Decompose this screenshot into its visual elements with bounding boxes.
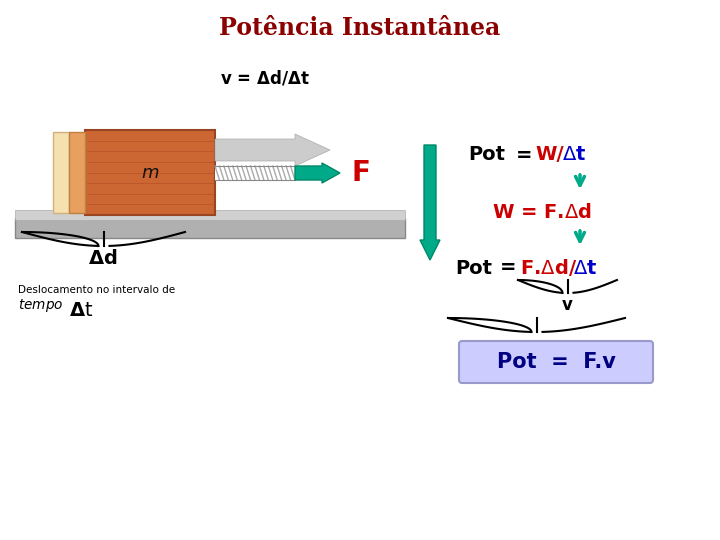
Text: $\bf{\Delta}$d: $\bf{\Delta}$d (89, 248, 117, 267)
Text: Potência Instantânea: Potência Instantânea (220, 16, 500, 40)
Text: $\Delta$t: $\Delta$t (573, 259, 597, 278)
Text: F: F (352, 159, 371, 187)
Bar (85, 130, 215, 215)
FancyArrow shape (420, 145, 440, 260)
Text: Deslocamento no intervalo de: Deslocamento no intervalo de (18, 285, 175, 295)
FancyArrow shape (215, 134, 330, 166)
Bar (15, 218, 405, 238)
Text: W/: W/ (535, 145, 564, 165)
Text: $\Delta$t: $\Delta$t (562, 145, 586, 165)
Text: F.$\Delta$d/: F.$\Delta$d/ (520, 258, 577, 279)
Text: $m$: $m$ (141, 164, 159, 181)
FancyArrow shape (295, 163, 340, 183)
Bar (69, 132, 85, 213)
Text: Pot  =  F.v: Pot = F.v (497, 352, 616, 372)
Bar (215, 166, 295, 180)
Text: =: = (500, 259, 516, 278)
Text: $^{tempo}$ $\bf{\Delta}$t: $^{tempo}$ $\bf{\Delta}$t (18, 299, 93, 321)
FancyBboxPatch shape (459, 341, 653, 383)
Text: =: = (516, 145, 533, 165)
Bar (53, 132, 69, 213)
Text: v: v (562, 296, 573, 314)
Text: Pot: Pot (468, 145, 505, 165)
Text: Pot: Pot (455, 259, 492, 278)
Bar (15, 210, 405, 220)
Text: W = F.$\Delta$d: W = F.$\Delta$d (492, 204, 592, 222)
Text: v = $\bf{\Delta}$d/$\bf{\Delta}$t: v = $\bf{\Delta}$d/$\bf{\Delta}$t (220, 69, 310, 87)
